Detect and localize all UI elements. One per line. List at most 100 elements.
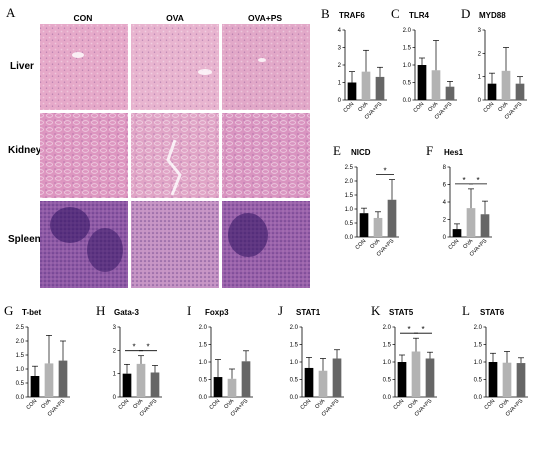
panel-letter-a: A [6,5,16,20]
y-tick-label: 0 [113,395,117,401]
y-tick-label: 2.0 [345,179,354,185]
y-tick-label: 2.0 [383,325,392,331]
bar-stat5-ova-ps [425,358,435,397]
bar-nicd-ova [373,217,383,237]
chart-title-foxp3: Foxp3 [205,308,229,317]
y-tick-label: 6 [443,183,447,189]
category-label: CON [413,101,426,114]
bar-stat1-ova [318,370,328,397]
spleen-con-white-pulp-2 [87,228,123,272]
bar-stat1-ova-ps [332,358,342,397]
y-tick-label: 2.0 [474,325,483,331]
y-tick-label: 1.0 [345,207,354,213]
kidney-ova-ps-texture [222,113,310,198]
significance-star: * [132,343,135,352]
y-tick-label: 2.5 [345,165,354,171]
bar-hes1-ova-ps [480,214,490,237]
liver-ova-ps-texture [222,24,310,110]
bar-gata3-con [122,373,132,397]
panel-letter-tlr4: C [391,6,400,21]
y-tick-label: 0.0 [345,235,354,241]
bar-tlr4-ova-ps [445,86,455,100]
y-tick-label: 2.0 [199,325,208,331]
significance-star: * [476,176,479,185]
y-tick-label: 0.0 [199,395,208,401]
panel-letter-nicd: E [333,143,341,158]
chart-title-gata3: Gata-3 [114,308,139,317]
y-tick-label: 2 [113,348,117,354]
panel-letter-stat1: J [278,303,283,318]
column-label-ova-ps: OVA+PS [248,13,282,23]
bar-nicd-con [359,213,369,237]
y-tick-label: 1.5 [474,343,483,349]
bar-stat6-ova-ps [516,363,526,397]
column-label-con: CON [74,13,93,23]
category-label: CON [343,101,356,114]
y-tick-label: 4 [443,200,447,206]
y-tick-label: 2.5 [16,325,25,331]
panel-letter-foxp3: I [187,303,191,318]
y-tick-label: 2 [478,51,482,57]
liver-ova-vessel [198,69,212,75]
liver-ova-ps-vessel [258,58,266,62]
bar-stat1-con [304,367,314,397]
bar-traf6-ova-ps [375,76,385,100]
bar-traf6-con [347,82,357,100]
bar-gata3-ova-ps [150,372,160,397]
significance-star: * [407,325,410,334]
panel-letter-myd88: D [461,6,470,21]
y-tick-label: 1.5 [383,343,392,349]
y-tick-label: 1.0 [403,63,412,69]
y-tick-label: 0.5 [290,378,299,384]
significance-star: * [421,325,424,334]
chart-title-stat6: STAT6 [480,308,505,317]
bar-tbet-ova [44,363,54,397]
row-label-kidney: Kidney [8,145,42,156]
y-tick-label: 2.0 [290,325,299,331]
y-tick-label: 1.0 [290,360,299,366]
category-label: CON [26,398,39,411]
category-label: CON [209,398,222,411]
y-tick-label: 0.5 [345,221,354,227]
chart-title-stat1: STAT1 [296,308,321,317]
y-tick-label: 0 [443,235,447,241]
bar-stat6-con [488,362,498,397]
y-tick-label: 1.5 [345,193,354,199]
row-label-liver: Liver [10,61,34,72]
bar-stat6-ova [502,362,512,397]
significance-star: * [383,167,386,176]
y-tick-label: 0.0 [16,395,25,401]
y-tick-label: 0 [338,98,342,104]
bar-traf6-ova [361,71,371,100]
liver-con-vessel [72,52,84,58]
y-tick-label: 0.0 [290,395,299,401]
y-tick-label: 0.0 [383,395,392,401]
bar-tbet-con [30,376,40,397]
chart-title-tbet: T-bet [22,308,41,317]
bar-stat5-ova [411,351,421,397]
y-tick-label: 1 [113,372,117,378]
y-tick-label: 1.0 [16,367,25,373]
category-label: CON [300,398,313,411]
y-tick-label: 1.5 [16,353,25,359]
y-tick-label: 3 [478,28,482,34]
significance-star: * [146,343,149,352]
row-label-spleen: Spleen [8,234,41,245]
column-label-ova: OVA [166,13,184,23]
bar-foxp3-con [213,377,223,397]
significance-star: * [462,176,465,185]
y-tick-label: 8 [443,165,447,171]
category-label: CON [448,238,461,251]
chart-title-traf6: TRAF6 [339,11,365,20]
category-label: CON [483,101,496,114]
y-tick-label: 1 [338,81,342,87]
histology-panel: A CON OVA OVA+PS Liver Kidney Spleen [6,5,310,288]
bar-gata3-ova [136,363,146,397]
